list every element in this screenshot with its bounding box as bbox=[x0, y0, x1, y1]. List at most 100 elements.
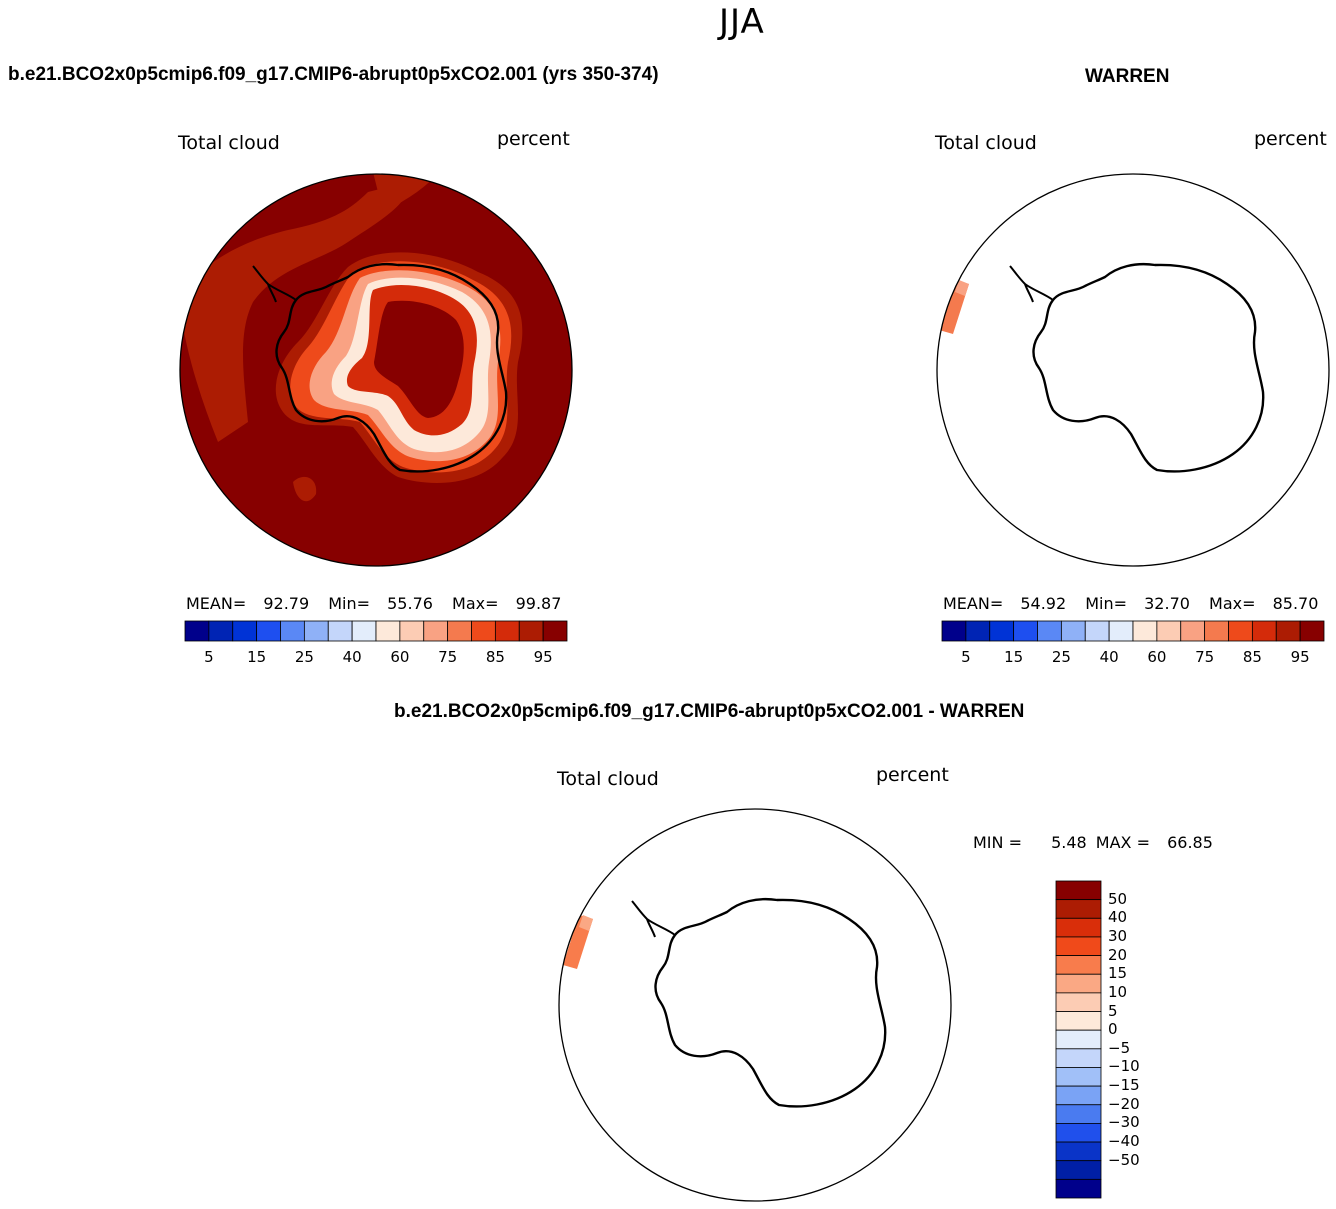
right-variable-label: Total cloud bbox=[935, 132, 1037, 154]
diff-colorbar-ticks: 50 40 30 20 15 10 5 0 −5 −10 −15 −20 −30 −40 −50 bbox=[1108, 881, 1168, 1198]
colorbar-swatch bbox=[303, 620, 329, 642]
colorbar-tick-label: 5 bbox=[204, 648, 214, 666]
right-units-label: percent bbox=[1254, 128, 1327, 150]
left-cloud-patch bbox=[180, 182, 409, 442]
right-map-border bbox=[936, 173, 1330, 567]
colorbar-tick-label: 10 bbox=[1108, 982, 1128, 1001]
colorbar-tick-label: 40 bbox=[1099, 648, 1119, 666]
diff-min-label: MIN = bbox=[973, 833, 1022, 852]
colorbar-tick-label: 30 bbox=[1108, 926, 1128, 945]
colorbar-swatch bbox=[1037, 620, 1062, 642]
colorbar-tick-label: 95 bbox=[533, 648, 553, 666]
colorbar-swatch bbox=[1055, 880, 1102, 901]
colorbar-tick-label: 5 bbox=[1108, 1001, 1118, 1020]
right-max-value: 85.70 bbox=[1272, 594, 1319, 613]
diff-data-strip bbox=[579, 915, 593, 931]
colorbar-tick-label: 85 bbox=[1242, 648, 1262, 666]
left-variable-label: Total cloud bbox=[178, 132, 280, 154]
colorbar-swatch bbox=[375, 620, 401, 642]
diff-coastline bbox=[654, 898, 887, 1108]
colorbar-swatch bbox=[1299, 620, 1325, 642]
left-panel-title: b.e21.BCO2x0p5cmip6.f09_g17.CMIP6-abrupt… bbox=[8, 64, 659, 85]
colorbar-swatch bbox=[1055, 1011, 1102, 1031]
diff-units-label: percent bbox=[876, 764, 949, 786]
left-polar-map bbox=[179, 173, 573, 567]
season-title: JJA bbox=[719, 2, 765, 42]
colorbar-swatch bbox=[518, 620, 544, 642]
colorbar-swatch bbox=[1055, 899, 1102, 919]
colorbar-swatch bbox=[1055, 1085, 1102, 1106]
colorbar-tick-label: 95 bbox=[1290, 648, 1310, 666]
left-peninsula-line bbox=[252, 265, 297, 303]
right-mean-label: MEAN= bbox=[943, 594, 1004, 613]
left-interior-field bbox=[374, 300, 464, 418]
colorbar-swatch bbox=[494, 620, 520, 642]
colorbar-tick-label: 15 bbox=[1004, 648, 1024, 666]
colorbar-swatch bbox=[1055, 992, 1102, 1012]
colorbar-swatch bbox=[1055, 973, 1102, 994]
colorbar-swatch bbox=[542, 620, 568, 642]
colorbar-tick-label: 5 bbox=[961, 648, 971, 666]
right-peninsula-line bbox=[1009, 265, 1054, 303]
diff-polar-map bbox=[558, 808, 952, 1202]
colorbar-tick-label: 75 bbox=[438, 648, 458, 666]
colorbar-swatch bbox=[208, 620, 234, 642]
colorbar-tick-label: 75 bbox=[1195, 648, 1215, 666]
diff-map-border bbox=[558, 808, 952, 1202]
left-mean-value: 92.79 bbox=[263, 594, 310, 613]
colorbar-tick-label: 15 bbox=[247, 648, 267, 666]
colorbar-swatch bbox=[256, 620, 281, 642]
colorbar-swatch bbox=[351, 620, 377, 642]
colorbar-swatch bbox=[280, 620, 305, 642]
colorbar-swatch bbox=[1132, 620, 1158, 642]
left-mean-label: MEAN= bbox=[186, 594, 247, 613]
colorbar-swatch bbox=[1156, 620, 1182, 642]
colorbar-swatch bbox=[327, 620, 353, 642]
colorbar-tick-label: 0 bbox=[1108, 1020, 1118, 1039]
colorbar-tick-label: 40 bbox=[1108, 908, 1128, 927]
colorbar-tick-label: 85 bbox=[485, 648, 505, 666]
colorbar-swatch bbox=[1275, 620, 1301, 642]
right-colorbar bbox=[941, 620, 1325, 642]
colorbar-tick-label: −10 bbox=[1108, 1057, 1140, 1076]
left-colorbar bbox=[184, 620, 568, 642]
colorbar-tick-label: 40 bbox=[342, 648, 362, 666]
left-max-value: 99.87 bbox=[515, 594, 562, 613]
colorbar-swatch bbox=[1108, 620, 1134, 642]
right-panel-title: WARREN bbox=[1085, 66, 1170, 87]
right-coastline bbox=[1032, 263, 1265, 473]
right-mean-value: 54.92 bbox=[1020, 594, 1067, 613]
colorbar-swatch bbox=[1055, 1141, 1102, 1162]
diff-min-value: 5.48 bbox=[1051, 833, 1087, 852]
colorbar-tick-label: −5 bbox=[1108, 1038, 1131, 1057]
colorbar-swatch bbox=[965, 620, 991, 642]
colorbar-swatch bbox=[1055, 1178, 1102, 1199]
left-cloud-patch bbox=[293, 476, 317, 502]
left-map-border bbox=[179, 173, 573, 567]
left-max-label: Max= bbox=[452, 594, 499, 613]
left-stats: MEAN= 92.79 Min= 55.76 Max= 99.87 bbox=[186, 594, 561, 613]
colorbar-swatch bbox=[1013, 620, 1038, 642]
colorbar-tick-label: 20 bbox=[1108, 945, 1128, 964]
left-min-value: 55.76 bbox=[387, 594, 433, 613]
colorbar-swatch bbox=[1084, 620, 1110, 642]
colorbar-swatch bbox=[232, 620, 258, 642]
colorbar-swatch bbox=[1055, 1160, 1102, 1180]
colorbar-tick-label: −15 bbox=[1108, 1076, 1140, 1095]
colorbar-swatch bbox=[941, 620, 967, 642]
colorbar-swatch bbox=[1180, 620, 1206, 642]
colorbar-swatch bbox=[1055, 1029, 1102, 1050]
left-units-label: percent bbox=[497, 128, 570, 150]
colorbar-swatch bbox=[1055, 1048, 1102, 1068]
colorbar-swatch bbox=[1055, 1104, 1102, 1124]
colorbar-swatch bbox=[1228, 620, 1253, 642]
right-max-label: Max= bbox=[1209, 594, 1256, 613]
colorbar-swatch bbox=[1204, 620, 1229, 642]
colorbar-swatch bbox=[1055, 1123, 1102, 1143]
colorbar-tick-label: −20 bbox=[1108, 1094, 1140, 1113]
right-polar-map bbox=[936, 173, 1330, 567]
right-min-label: Min= bbox=[1085, 594, 1128, 613]
colorbar-swatch bbox=[1060, 620, 1086, 642]
colorbar-tick-label: 15 bbox=[1108, 964, 1128, 983]
colorbar-swatch bbox=[989, 620, 1015, 642]
